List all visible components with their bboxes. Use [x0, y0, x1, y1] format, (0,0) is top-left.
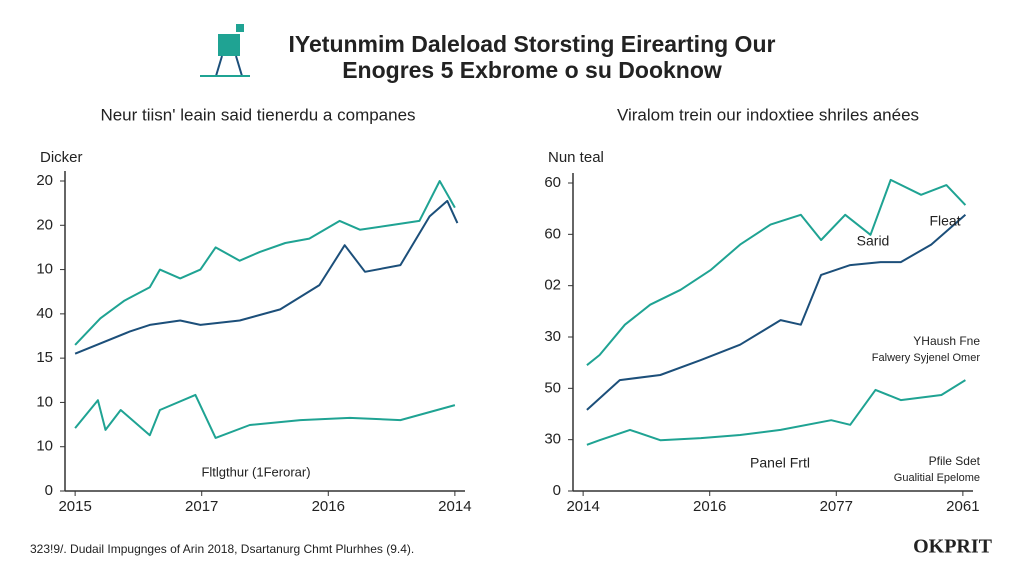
- y-axis-label: Nun teal: [548, 149, 604, 166]
- logo-icon: [200, 24, 250, 77]
- x-tick-label: 2014: [438, 498, 471, 515]
- y-tick-label: 0: [45, 482, 53, 499]
- x-tick-label: 2016: [312, 498, 345, 515]
- y-tick-label: 30: [544, 431, 561, 448]
- series-line: [74, 199, 459, 355]
- y-tick-label: 40: [36, 305, 53, 322]
- annotation: Fltlgthur (1Ferorar): [201, 464, 310, 479]
- annotation: Panel Frtl: [750, 455, 810, 471]
- annotation: Pfile Sdet: [929, 454, 981, 468]
- x-tick-label: 2015: [58, 498, 91, 515]
- series-line: [586, 178, 967, 366]
- y-tick-label: 50: [544, 379, 561, 396]
- y-tick-label: 60: [544, 174, 561, 191]
- y-tick-label: 02: [544, 277, 561, 294]
- y-tick-label: 10: [36, 393, 53, 410]
- y-tick-label: 15: [36, 349, 53, 366]
- annotation: Falwery Syjenel Omer: [872, 352, 981, 364]
- annotation: YHaush Fne: [913, 334, 980, 348]
- logo: OKPRIT: [913, 536, 993, 558]
- y-axis-label: Dicker: [40, 149, 83, 166]
- series-line: [586, 379, 966, 446]
- x-tick-label: 2077: [820, 498, 853, 515]
- y-tick-label: 60: [544, 225, 561, 242]
- title-line: Enogres 5 Exbrome o su Dooknow: [342, 57, 722, 83]
- series-line: [586, 214, 967, 411]
- footer: 323!9/. Dudail Impugnges of Arin 2018, D…: [30, 542, 414, 556]
- y-tick-label: 30: [544, 328, 561, 345]
- annotation: Gualitial Epelome: [894, 472, 980, 484]
- series-line: [74, 180, 456, 346]
- y-tick-label: 0: [553, 482, 561, 499]
- y-tick-label: 20: [36, 172, 53, 189]
- chart-title: Viralom trein our indoxtiee shriles anée…: [617, 105, 919, 124]
- title-line: IYetunmim Daleload Storsting Eirearting …: [289, 31, 776, 57]
- x-tick-label: 2061: [946, 498, 979, 515]
- y-tick-label: 10: [36, 438, 53, 455]
- series-line: [74, 393, 456, 439]
- annotation: Fleat: [929, 213, 960, 229]
- y-tick-label: 20: [36, 216, 53, 233]
- x-tick-label: 2017: [185, 498, 218, 515]
- x-tick-label: 2014: [566, 498, 599, 515]
- y-tick-label: 10: [36, 261, 53, 278]
- x-tick-label: 2016: [693, 498, 726, 515]
- chart-title: Neur tiisn' leain said tienerdu a compan…: [100, 105, 415, 124]
- annotation: Sarid: [857, 233, 890, 249]
